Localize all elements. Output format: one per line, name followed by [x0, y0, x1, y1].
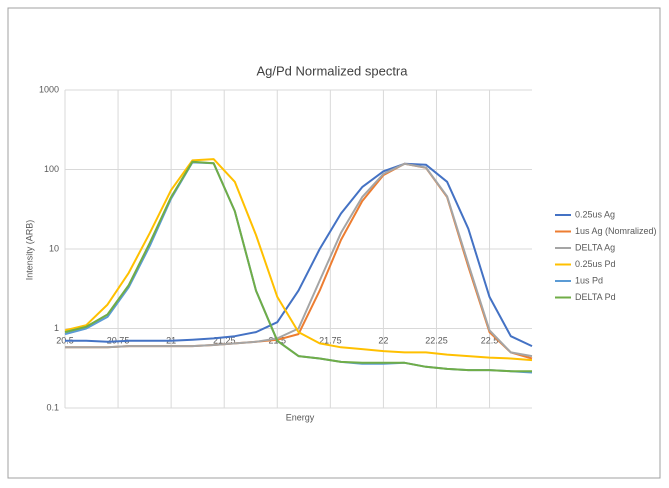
series-line — [64, 160, 532, 373]
y-axis-label: Intensity (ARB) — [24, 220, 34, 281]
series-line — [65, 162, 533, 348]
legend-label: 0.25us Ag — [575, 209, 615, 219]
legend-label: 1us Pd — [575, 275, 603, 285]
x-axis-label: Energy — [286, 412, 315, 422]
x-tick-label: 21.25 — [213, 335, 236, 345]
x-tick-label: 22.25 — [425, 335, 448, 345]
legend-label: 0.25us Pd — [575, 259, 616, 269]
x-tick-label: 22.5 — [481, 335, 499, 345]
y-tick-label: 1 — [54, 323, 59, 333]
chart-border — [7, 7, 661, 479]
legend-label: DELTA Pd — [575, 292, 616, 302]
x-tick-label: 22 — [378, 335, 388, 345]
series-line — [65, 162, 533, 358]
chart-title: Ag/Pd Normalized spectra — [256, 63, 408, 78]
y-tick-label: 1000 — [39, 84, 59, 94]
y-tick-label: 100 — [44, 164, 59, 174]
y-tick-label: 10 — [49, 243, 59, 253]
series-line — [64, 158, 533, 362]
legend-label: DELTA Ag — [575, 242, 615, 252]
y-tick-label: 0.1 — [46, 402, 59, 412]
legend-label: 1us Ag (Nomralized) — [575, 226, 657, 236]
x-tick-label: 21.75 — [319, 335, 342, 345]
